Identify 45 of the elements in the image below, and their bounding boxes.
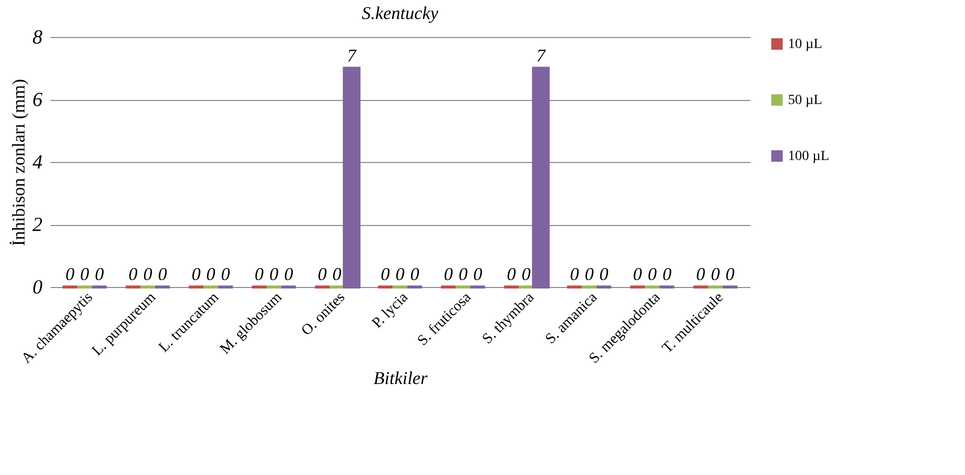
legend-label: 10 µL [788,37,822,52]
data-label: 0 [332,264,342,284]
y-tick-label: 8 [32,26,42,48]
data-label: 0 [158,264,167,284]
data-label: 7 [347,45,358,66]
data-label: 0 [65,264,74,284]
data-label: 0 [648,264,657,284]
data-label: 0 [94,264,104,284]
data-label: 0 [80,264,90,284]
y-tick-label: 2 [32,214,42,236]
data-label: 0 [396,264,404,284]
data-label: 0 [599,264,608,284]
data-label: 0 [696,264,706,284]
chart-title: S.kentucky [362,3,438,23]
data-label: 0 [410,264,420,284]
data-label: 0 [128,264,138,284]
y-tick-label: 4 [32,152,42,174]
data-label: 0 [318,264,327,284]
data-label: 0 [143,264,152,284]
data-label: 0 [522,264,531,284]
data-label: 0 [633,264,642,284]
data-label: 0 [444,264,453,284]
data-label: 0 [269,264,278,284]
data-label: 0 [458,264,468,284]
data-label: 0 [662,264,672,284]
x-tick-label: P. lycia [369,289,412,332]
legend-label: 50 µL [788,93,822,108]
data-label: 7 [536,45,546,66]
data-label: 0 [726,264,735,284]
data-label: 0 [284,264,294,284]
data-label: 0 [570,264,579,284]
data-label: 0 [380,264,390,284]
data-label: 0 [506,264,516,284]
data-label: 0 [206,264,216,284]
x-axis-title: Bitkiler [374,368,428,388]
data-label: 0 [710,264,720,284]
data-label: 0 [221,264,230,284]
y-tick-label: 0 [32,276,42,298]
data-label: 0 [584,264,594,284]
data-label: 0 [254,264,264,284]
y-axis-title: İnhibison zonları (mm) [8,79,28,246]
y-tick-label: 6 [32,89,42,111]
data-label: 0 [473,264,482,284]
data-label: 0 [192,264,201,284]
legend-label: 100 µL [788,149,830,164]
